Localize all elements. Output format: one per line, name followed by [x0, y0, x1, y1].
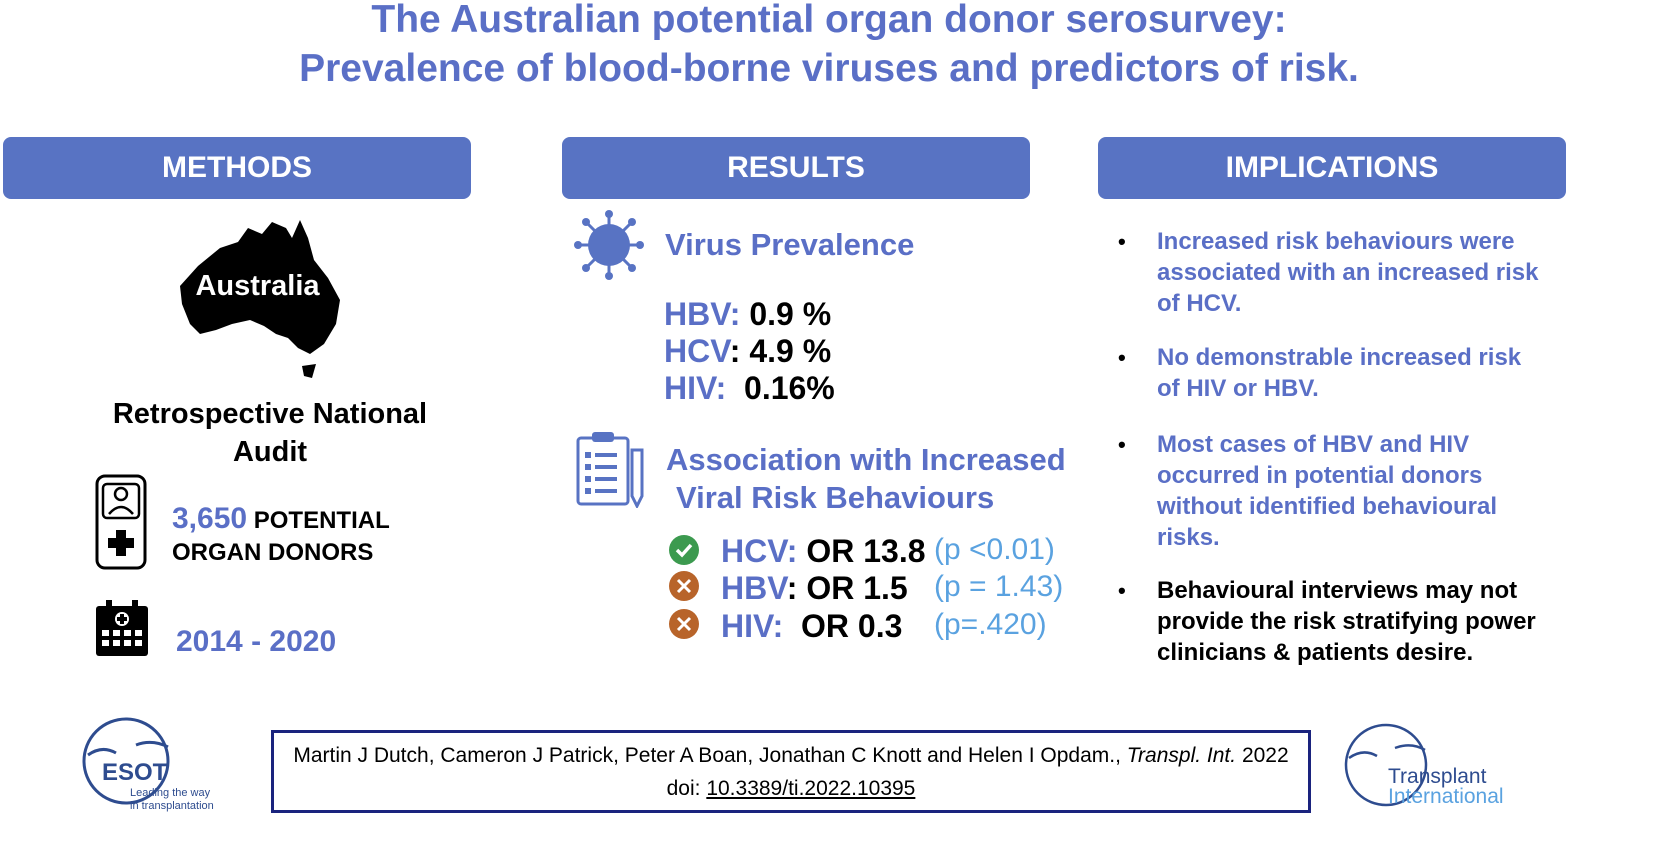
check-icon [668, 534, 700, 566]
cross-icon [668, 570, 700, 602]
ti-name-2: International [1388, 785, 1504, 808]
transplant-international-logo: Transplant International [1343, 722, 1543, 812]
results-header: RESULTS [562, 137, 1030, 199]
title-line-2: Prevalence of blood-borne viruses and pr… [299, 47, 1359, 90]
doi-link[interactable]: 10.3389/ti.2022.10395 [706, 777, 916, 800]
assoc-hiv: HIV: OR 0.3 [721, 608, 903, 644]
assoc-title-2: Viral Risk Behaviours [676, 480, 995, 515]
implication-3: • Most cases of HBV and HIV occurred in … [1118, 431, 1498, 551]
australia-label: Australia [195, 270, 320, 302]
donor-count-line: 3,650 POTENTIAL [172, 502, 390, 536]
australia-map-icon [180, 220, 340, 378]
hospital-bed-icon [95, 474, 147, 570]
assoc-hbv: HBV: OR 1.5 [721, 570, 908, 606]
years: 2014 - 2020 [176, 625, 337, 658]
australia-map: Australia [160, 208, 360, 383]
donor-label-2: ORGAN DONORS [172, 539, 374, 566]
prevalence-title: Virus Prevalence [665, 227, 915, 262]
citation-box: Martin J Dutch, Cameron J Patrick, Peter… [271, 730, 1311, 813]
assoc-hbv-p: (p = 1.43) [934, 570, 1064, 603]
assoc-title-1: Association with Increased [666, 442, 1066, 477]
clipboard-icon [576, 430, 646, 510]
implication-2: • No demonstrable increased risk of HIV … [1118, 344, 1522, 402]
calendar-icon [94, 600, 150, 658]
methods-header: METHODS [3, 137, 471, 199]
donor-count: 3,650 [172, 502, 248, 535]
assoc-hcv: HCV: OR 13.8 [721, 533, 926, 569]
implication-4: • Behavioural interviews may not provide… [1118, 577, 1536, 666]
cross-icon [668, 608, 700, 640]
audit-line-2: Audit [232, 436, 308, 468]
ti-name-1: Transplant [1388, 765, 1487, 788]
assoc-hcv-p: (p <0.01) [934, 533, 1055, 566]
citation-doi-line: doi: 10.3389/ti.2022.10395 [666, 777, 916, 800]
implications-header: IMPLICATIONS [1098, 137, 1566, 199]
implication-1: • Increased risk behaviours were associa… [1118, 228, 1539, 317]
citation-authors-line: Martin J Dutch, Cameron J Patrick, Peter… [293, 744, 1289, 767]
donor-label-1: POTENTIAL [253, 507, 390, 534]
title-line-1: The Australian potential organ donor ser… [371, 0, 1287, 41]
audit-line-1: Retrospective National [112, 398, 428, 430]
virus-icon [574, 210, 644, 280]
esot-logo: ESOT Leading the way in transplantation [80, 715, 240, 815]
assoc-hiv-p: (p=.420) [934, 608, 1047, 641]
esot-tagline: Leading the way in transplantation [130, 787, 214, 812]
esot-name: ESOT [102, 759, 168, 786]
prevalence-hcv: HCV: 4.9 % [664, 333, 832, 369]
prevalence-hbv: HBV: 0.9 % [664, 296, 832, 332]
prevalence-hiv: HIV: 0.16% [664, 370, 835, 406]
